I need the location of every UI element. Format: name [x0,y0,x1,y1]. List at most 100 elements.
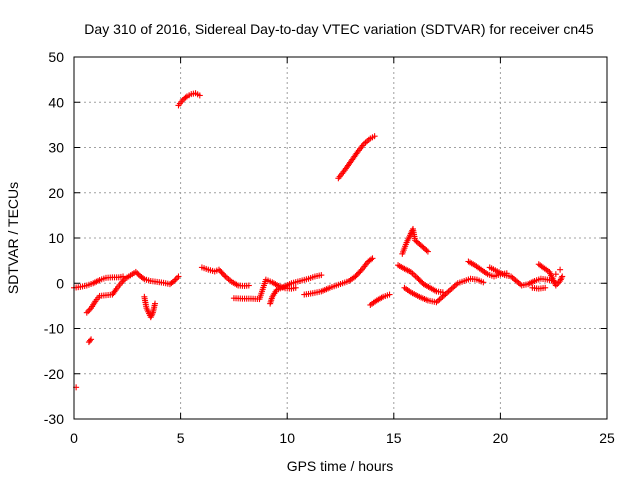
trace-marker [347,159,354,166]
trace-marker [75,284,82,291]
trace-marker [107,291,114,298]
trace-marker [378,294,385,301]
trace-marker [372,298,379,305]
data-points [71,90,566,391]
trace-marker [151,302,158,309]
trace-marker [274,282,281,289]
y-tick-label: 0 [56,275,64,291]
trace-marker [218,269,225,276]
trace-marker [116,282,123,289]
trace-marker [412,273,419,280]
trace-marker [558,274,565,281]
trace-marker [505,273,512,280]
trace-marker [182,94,189,101]
x-tick-label: 25 [599,430,615,446]
x-tick-label: 10 [279,430,295,446]
trace-marker [181,95,188,102]
trace-marker [164,280,171,287]
trace-marker [423,247,430,254]
trace-marker [294,278,301,285]
x-tick-label: 5 [177,430,185,446]
x-tick-label: 20 [493,430,509,446]
trace-marker [243,282,250,289]
y-tick-label: -30 [44,411,64,427]
trace-marker [471,276,478,283]
trace-marker [178,98,185,105]
trace-marker [340,168,347,175]
trace-marker [221,272,228,279]
y-tick-label: 40 [48,94,64,110]
trace-marker [169,279,176,286]
data-point [552,271,559,278]
trace-marker [431,287,438,294]
trace-marker [359,142,366,149]
trace-marker [418,278,425,285]
trace-marker [542,276,549,283]
trace-marker [86,306,93,313]
trace-marker [268,295,275,302]
trace-marker [354,270,361,277]
trace-marker [368,256,375,263]
trace-marker [540,285,547,292]
trace-marker [478,278,485,285]
trace-marker [134,270,141,277]
trace-marker [95,294,102,301]
trace-marker [143,303,150,310]
y-axis-label: SDTVAR / TECUs [5,182,21,294]
trace-marker [168,280,175,287]
trace-marker [555,279,562,286]
trace-marker [303,276,310,283]
trace-marker [290,285,297,292]
trace-marker [483,270,490,277]
trace-marker [219,270,226,277]
trace-marker [538,263,545,270]
trace-marker [402,241,409,248]
y-tick-label: 50 [48,49,64,65]
y-tick-label: -10 [44,321,64,337]
trace-marker [316,288,323,295]
trace-marker [399,264,406,271]
trace-marker [81,282,88,289]
trace-marker [529,278,536,285]
trace-marker [470,261,477,268]
y-tick-label: 30 [48,140,64,156]
trace-marker [94,277,101,284]
y-tick-label: 10 [48,230,64,246]
trace-marker [411,235,418,242]
trace-marker [203,265,210,272]
trace-marker [325,285,332,292]
trace-marker [407,232,414,239]
trace-marker [91,300,98,307]
trace-marker [431,298,438,305]
trace-marker [357,268,364,275]
trace-marker [517,281,524,288]
trace-marker [138,274,145,281]
trace-marker [117,273,124,280]
trace-marker [152,278,159,285]
trace-marker [366,257,373,264]
trace-marker [425,283,432,290]
trace-marker [384,292,391,299]
trace-marker [423,296,430,303]
trace-marker [286,281,293,288]
trace-marker [267,278,274,285]
trace-marker [476,265,483,272]
trace-marker [194,91,201,98]
trace-marker [453,281,460,288]
trace-marker [158,279,165,286]
trace-marker [149,311,156,318]
y-tick-label: -20 [44,366,64,382]
trace-marker [406,288,413,295]
trace-marker [217,268,224,275]
trace-marker [343,278,350,285]
trace-marker [145,277,152,284]
trace-marker [365,136,372,143]
trace-marker [100,275,107,282]
trace-marker [353,150,360,157]
trace-marker [307,290,314,297]
trace-marker [331,283,338,290]
trace-marker [499,271,506,278]
y-tick-label: 20 [48,185,64,201]
